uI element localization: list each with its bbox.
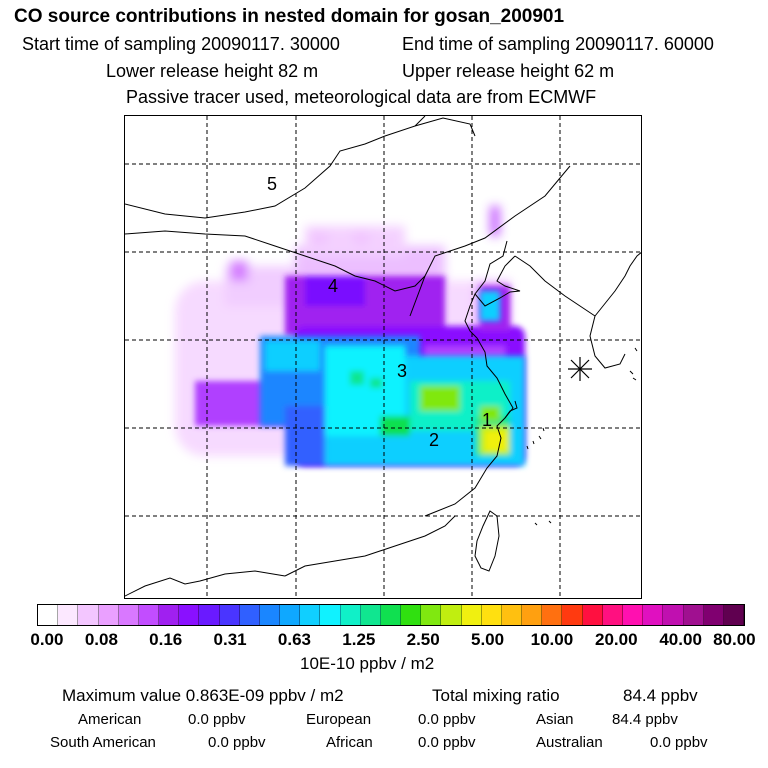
region-american-value: 0.0 ppbv [188, 711, 246, 728]
color-scale-units: 10E-10 ppbv / m2 [300, 654, 435, 673]
color-swatch [58, 605, 79, 625]
color-swatch [118, 605, 139, 625]
region-label-4: 4 [328, 276, 339, 296]
color-swatch [340, 605, 361, 625]
region-african-value: 0.0 ppbv [418, 734, 476, 751]
coastlines [125, 116, 641, 597]
color-swatch [259, 605, 281, 625]
color-scale-tick-label: 80.00 [713, 630, 756, 649]
nested-domain-map: 1 2 3 4 5 [124, 115, 642, 599]
tracer-label: Passive tracer used, meteorological data… [126, 87, 597, 107]
color-swatch [98, 605, 119, 625]
color-swatch [481, 605, 502, 625]
color-swatch [501, 605, 523, 625]
color-swatch [602, 605, 623, 625]
region-south-american-name: South American [50, 734, 156, 751]
color-swatch [380, 605, 402, 625]
color-scale-tick-label: 0.08 [84, 630, 118, 649]
color-swatch [38, 605, 59, 625]
region-european-value: 0.0 ppbv [418, 711, 476, 728]
concentration-plume [175, 206, 525, 466]
color-swatch [663, 605, 684, 625]
map-canvas [125, 116, 641, 598]
color-scale-tick-label: 0.16 [149, 630, 183, 649]
lat-lon-grid [125, 116, 641, 598]
region-asian-value: 84.4 ppbv [612, 711, 678, 728]
color-swatch [562, 605, 583, 625]
receptor-asterisk-icon [568, 357, 592, 381]
region-label-1: 1 [482, 410, 493, 430]
color-scale-tick-label: 0.63 [277, 630, 311, 649]
color-swatch [219, 605, 240, 625]
color-swatch [360, 605, 381, 625]
color-swatch [441, 605, 462, 625]
color-swatch [300, 605, 321, 625]
color-swatch [703, 605, 724, 625]
color-swatch [239, 605, 260, 625]
color-swatch [320, 605, 341, 625]
color-scale-tick-label: 5.00 [470, 630, 505, 649]
color-swatch [622, 605, 644, 625]
lower-release-label: Lower release height 82 m [106, 61, 319, 81]
start-time-label: Start time of sampling 20090117. 30000 [22, 34, 340, 54]
color-swatch [643, 605, 664, 625]
color-swatch [159, 605, 180, 625]
upper-release-label: Upper release height 62 m [402, 61, 615, 81]
region-european-name: European [306, 711, 372, 728]
region-label-5: 5 [267, 174, 278, 194]
color-scale-bar [37, 604, 745, 626]
color-swatch [542, 605, 563, 625]
region-american-name: American [78, 711, 142, 728]
end-time-label: End time of sampling 20090117. 60000 [402, 34, 714, 54]
color-scale-tick-label: 0.00 [30, 630, 64, 649]
color-scale-tick-label: 2.50 [406, 630, 440, 649]
region-south-american-value: 0.0 ppbv [208, 734, 266, 751]
region-asian-name: Asian [536, 711, 574, 728]
color-swatch [421, 605, 442, 625]
plot-title: CO source contributions in nested domain… [14, 6, 565, 27]
total-mixing-value: 84.4 ppbv [623, 686, 698, 705]
color-swatch [461, 605, 482, 625]
region-australian-value: 0.0 ppbv [650, 734, 708, 751]
region-australian-name: Australian [536, 734, 603, 751]
region-label-3: 3 [397, 361, 408, 381]
color-swatch [723, 605, 745, 625]
color-swatch [78, 605, 99, 625]
color-swatch [138, 605, 160, 625]
color-scale-tick-label: 20.00 [594, 630, 638, 649]
region-african-name: African [326, 734, 373, 751]
region-label-2: 2 [429, 430, 440, 450]
color-scale-tick-label: 10.00 [530, 630, 574, 649]
color-scale-tick-label: 0.31 [213, 630, 247, 649]
color-swatch [582, 605, 603, 625]
total-mixing-label: Total mixing ratio [432, 686, 560, 705]
color-swatch [199, 605, 220, 625]
color-swatch [522, 605, 543, 625]
color-scale-tick-label: 40.00 [659, 630, 702, 649]
color-scale-tick-label: 1.25 [342, 630, 376, 649]
color-swatch [683, 605, 704, 625]
maximum-value: Maximum value 0.863E-09 ppbv / m2 [62, 686, 344, 705]
color-swatch [179, 605, 200, 625]
color-swatch [401, 605, 422, 625]
color-swatch [280, 605, 301, 625]
